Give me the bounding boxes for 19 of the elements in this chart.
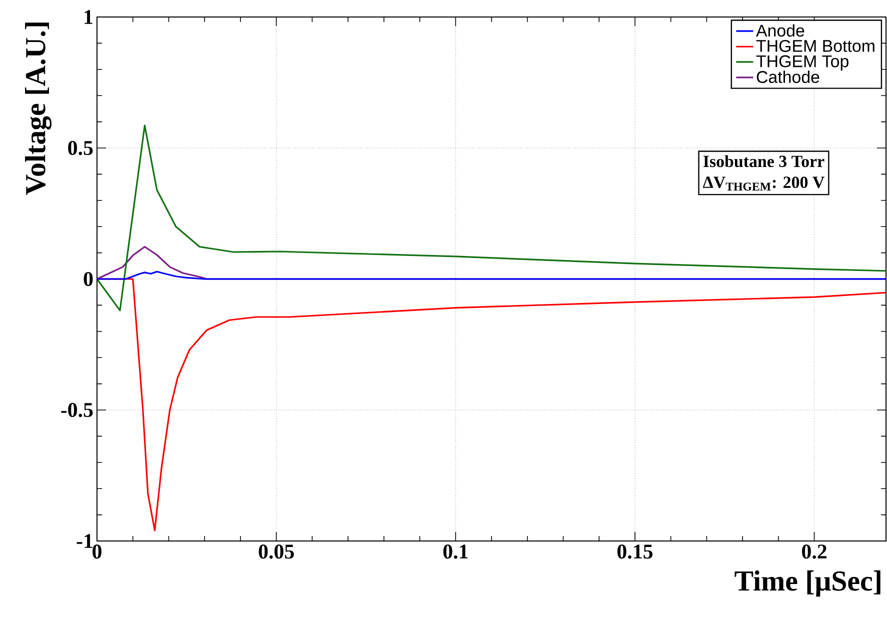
line-series	[97, 270, 886, 280]
legend-label: THGEM Top	[756, 55, 848, 71]
y-tick-label: 0.5	[68, 140, 93, 156]
x-tick-label: 0.05	[258, 544, 294, 559]
legend-label: Cathode	[756, 70, 820, 84]
y-tick-label: -1	[76, 534, 92, 548]
legend-label: Anode	[756, 24, 804, 37]
annotation: ΔV$_{THGEM}$: 200 V	[702, 176, 824, 191]
x-axis-title: Time [μSec]	[734, 570, 880, 597]
y-axis-title: Voltage [A.U.]	[25, 22, 52, 195]
line-series	[97, 124, 886, 312]
y-tick-label: 1	[84, 10, 92, 24]
x-tick-label: 0.1	[443, 544, 468, 559]
y-tick-label: -0.5	[61, 402, 93, 418]
x-tick-label: 0.2	[802, 544, 826, 559]
y-tick-label: 0	[84, 272, 93, 286]
x-tick-label: 0.15	[617, 544, 652, 559]
annotation: Isobutane 3 Torr	[703, 155, 824, 168]
legend-label: THGEM Bottom	[756, 40, 874, 52]
